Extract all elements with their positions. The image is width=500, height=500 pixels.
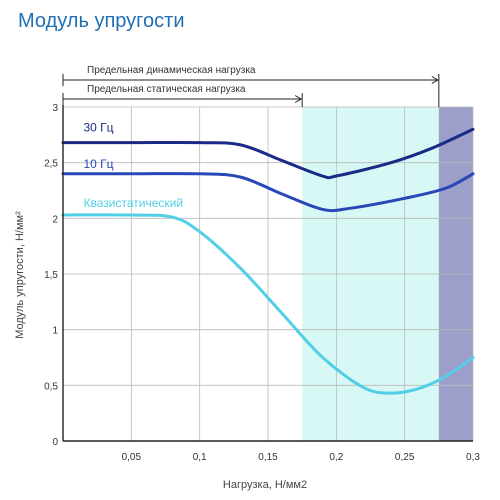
x-tick-label: 0,3 xyxy=(466,452,480,463)
range-arrow xyxy=(431,76,439,84)
range-label: Предельная динамическая нагрузка xyxy=(87,65,256,76)
series-line-0 xyxy=(61,127,475,180)
series-label-1: 10 Гц xyxy=(84,157,114,171)
x-tick-label: 0,15 xyxy=(258,452,278,463)
range-label: Предельная статическая нагрузка xyxy=(87,84,246,95)
range-arrow xyxy=(294,95,303,103)
axes xyxy=(62,105,473,442)
y-tick-label: 1 xyxy=(52,326,58,337)
range-annotations: Предельная динамическая нагрузка Предельн… xyxy=(62,65,440,107)
x-axis-label: Нагрузка, Н/мм2 xyxy=(223,479,307,491)
y-tick-label: 1,5 xyxy=(44,270,58,281)
series-label-2: Квазистатический xyxy=(84,196,184,210)
page-title: Модуль упругости xyxy=(18,10,185,32)
series-line-1 xyxy=(61,172,475,213)
y-tick-label: 2 xyxy=(52,214,58,225)
x-tick-label: 0,2 xyxy=(329,452,343,463)
y-tick-label: 3 xyxy=(52,103,58,114)
y-tick-label: 2,5 xyxy=(44,159,58,170)
y-tick-label: 0 xyxy=(52,437,58,448)
grid-lines xyxy=(63,106,474,441)
y-axis-label: Модуль упругости, Н/мм² xyxy=(14,211,26,339)
series-line-2 xyxy=(61,213,475,395)
series-label-0: 30 Гц xyxy=(84,120,114,134)
x-tick-label: 0,1 xyxy=(193,452,207,463)
y-tick-label: 0,5 xyxy=(44,381,58,392)
series-lines xyxy=(61,127,475,395)
labels: 0,05 0,1 0,15 0,2 0,25 0,3 0 0,5 1 1,5 2 2,5 3 30 Гц 1… xyxy=(44,103,480,463)
x-tick-label: 0,05 xyxy=(122,452,142,463)
x-tick-label: 0,25 xyxy=(395,452,415,463)
